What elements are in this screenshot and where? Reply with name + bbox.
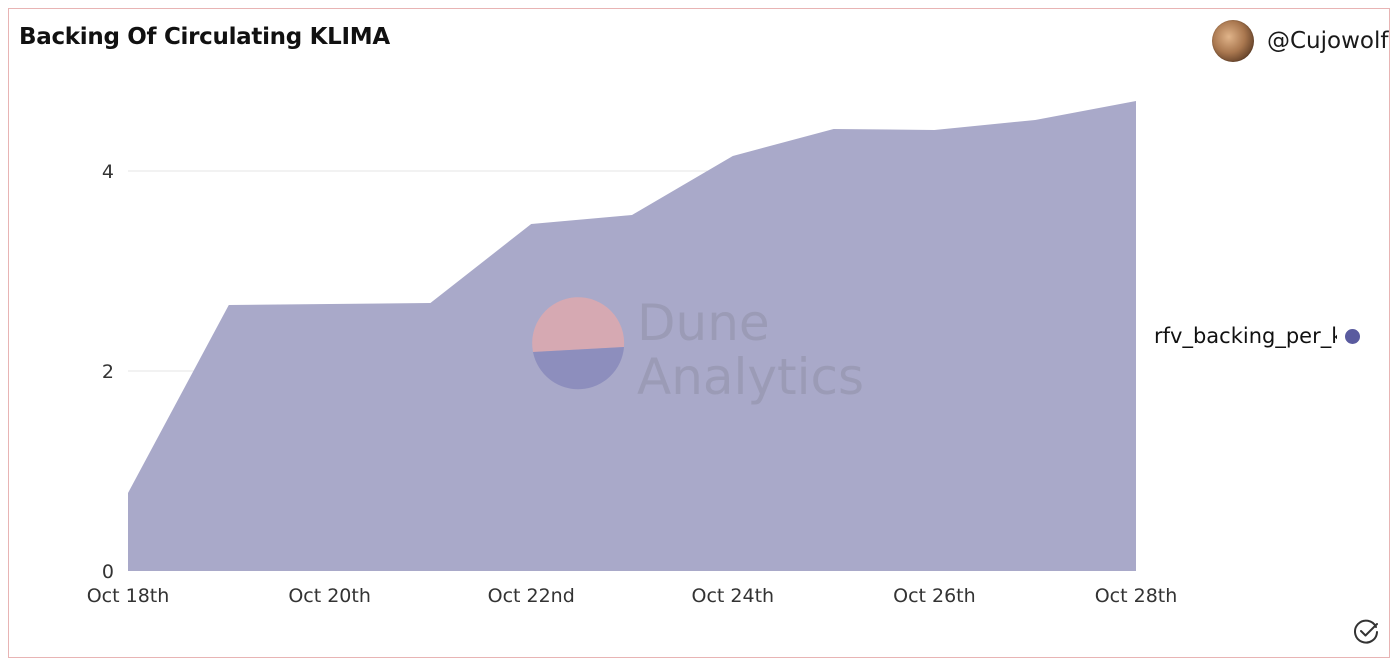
x-tick-label: Oct 20th — [288, 585, 371, 607]
y-axis-ticks: 0 2 4 — [102, 161, 114, 583]
dune-watermark: Dune Analytics — [532, 294, 864, 406]
area-series — [128, 101, 1136, 571]
y-tick-label: 4 — [102, 161, 114, 183]
legend-dot-icon[interactable] — [1345, 328, 1360, 344]
author-badge[interactable]: @Cujowolf — [1212, 19, 1388, 63]
y-tick-label: 0 — [102, 561, 114, 583]
x-tick-label: Oct 26th — [893, 585, 976, 607]
x-tick-label: Oct 18th — [87, 585, 170, 607]
legend-label[interactable]: rfv_backing_per_k — [1154, 324, 1337, 348]
check-circle-icon[interactable] — [1352, 618, 1380, 646]
watermark-line2: Analytics — [637, 348, 864, 406]
watermark-line1: Dune — [637, 294, 770, 352]
dune-logo-icon — [532, 297, 625, 390]
legend[interactable]: rfv_backing_per_k — [1154, 322, 1360, 350]
x-tick-label: Oct 22nd — [488, 585, 575, 607]
series-area-rfv-backing — [128, 101, 1136, 571]
y-tick-label: 2 — [102, 361, 114, 383]
x-axis-ticks: Oct 18th Oct 20th Oct 22nd Oct 24th Oct 26th… — [87, 585, 1178, 607]
avatar-icon[interactable] — [1212, 20, 1254, 62]
x-tick-label: Oct 24th — [692, 585, 775, 607]
chart-title: Backing Of Circulating KLIMA — [19, 24, 390, 50]
x-tick-label: Oct 28th — [1095, 585, 1178, 607]
author-handle[interactable]: @Cujowolf — [1267, 28, 1389, 54]
